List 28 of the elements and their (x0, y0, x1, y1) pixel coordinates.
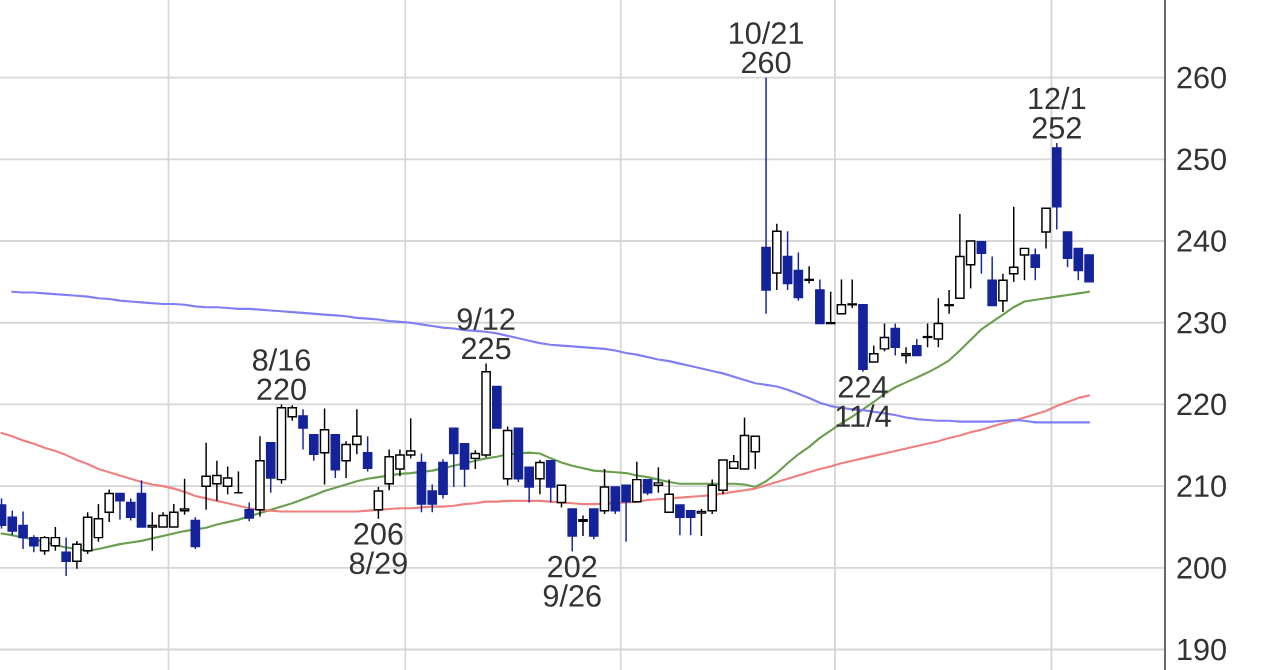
annotation: 8/16 220 (252, 348, 310, 401)
candlestick (901, 346, 911, 365)
y-tick-label: 200 (1177, 557, 1226, 579)
annotation: 12/1 252 (1029, 86, 1086, 139)
annotation: 202 9/26 (543, 555, 601, 607)
candlestick (771, 223, 782, 291)
y-tick-label: 230 (1177, 311, 1226, 334)
candlestick (61, 536, 71, 577)
y-tick-label: 250 (1177, 148, 1226, 171)
annotation: 10/21 260 (730, 21, 803, 74)
candlestick (998, 272, 1008, 313)
y-tick-label: 190 (1178, 638, 1226, 661)
candlestick (804, 265, 814, 285)
candlestick (104, 488, 115, 523)
y-tick-label: 220 (1177, 393, 1226, 416)
candlestick (319, 407, 330, 486)
candlestick (578, 514, 588, 537)
candlestick (255, 435, 265, 518)
candlestick (298, 408, 308, 451)
candlestick (944, 289, 954, 315)
annotation: 206 8/29 (349, 523, 407, 575)
y-tick-label: 210 (1177, 475, 1226, 497)
y-tick-label: 240 (1177, 230, 1226, 252)
candlestick (1051, 142, 1062, 231)
y-tick-label: 260 (1177, 66, 1226, 89)
annotation: 9/12 225 (457, 307, 515, 360)
candlestick (761, 76, 771, 315)
candlestick (535, 459, 545, 496)
